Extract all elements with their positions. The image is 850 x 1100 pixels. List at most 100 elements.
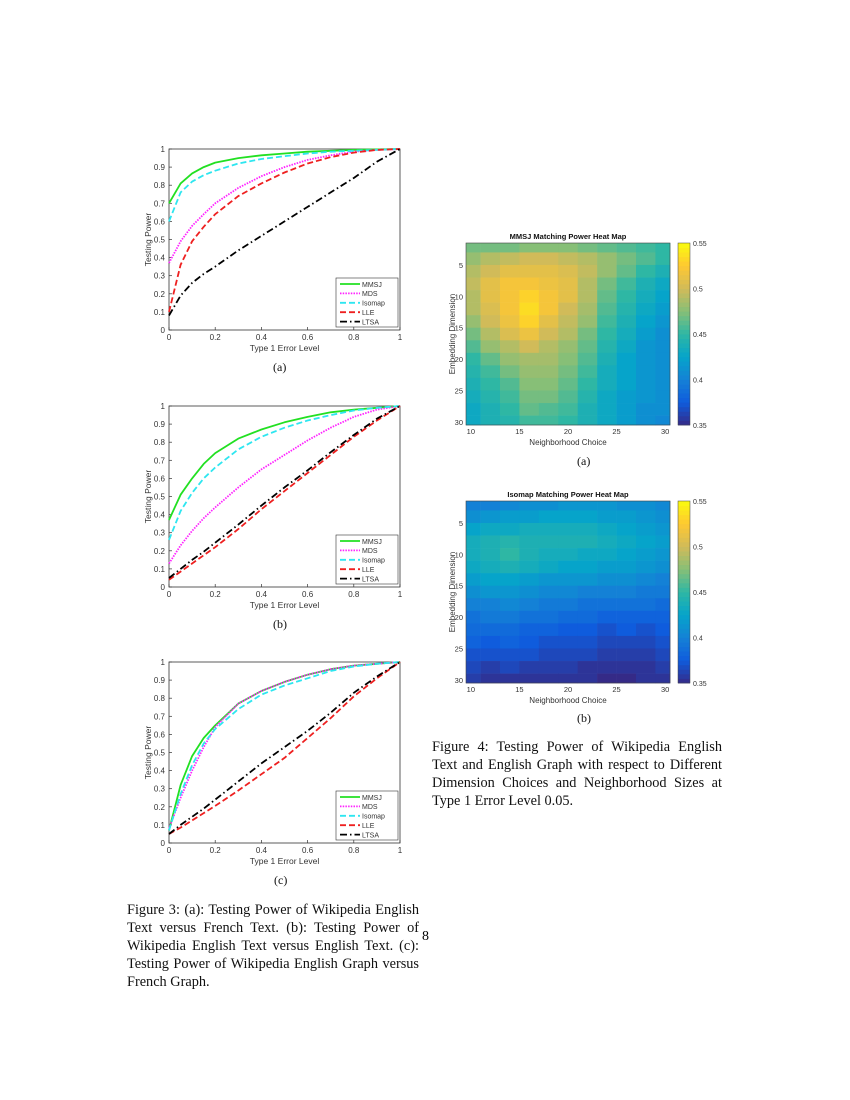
heatmap-cell <box>558 623 579 637</box>
heatmap-cell <box>519 510 540 524</box>
colorbar-segment <box>678 582 690 588</box>
series-line-isomap <box>168 148 401 222</box>
heatmap-cell <box>480 403 501 416</box>
heatmap-cell <box>480 501 501 511</box>
heatmap-cell <box>577 510 598 524</box>
heatmap-cell <box>466 264 481 278</box>
heatmap-cell <box>538 510 559 524</box>
colorbar-segment <box>678 646 690 652</box>
heatmap-cell <box>519 243 540 253</box>
x-tick-label: 15 <box>515 685 523 694</box>
heatmap-cell <box>577 340 598 354</box>
heatmap-cell <box>577 377 598 391</box>
heatmap-cell <box>597 548 617 561</box>
heatmap-cell <box>577 560 598 574</box>
heatmap-cell <box>655 573 671 587</box>
heatmap-cell <box>538 243 559 253</box>
legend: MMSJ MDS Isomap LLE LTSA <box>335 534 399 585</box>
colorbar-segment <box>678 573 690 579</box>
legend-label-mmsj: MMSJ <box>362 282 382 289</box>
heatmap-cell <box>500 673 520 684</box>
legend-label-isomap: Isomap <box>362 558 385 565</box>
heatmap-cell <box>597 573 617 587</box>
heatmap-cell <box>636 585 656 599</box>
heatmap-cell <box>655 243 671 253</box>
heatmap-cell <box>480 277 501 291</box>
y-tick-label: 0.5 <box>154 493 166 502</box>
heatmap-cell <box>480 548 501 561</box>
heatmap-cell <box>616 560 637 574</box>
heatmap-cell <box>519 390 540 404</box>
y-tick-label: 10 <box>455 550 463 559</box>
x-tick-label: 0.6 <box>302 846 314 855</box>
heatmap-cell <box>500 315 520 329</box>
heatmap-cell <box>558 243 579 253</box>
heatmap-cell <box>466 315 481 329</box>
heatmap-cell <box>636 635 656 649</box>
series-line-ltsa <box>168 405 401 579</box>
colorbar-segment <box>678 370 690 376</box>
heatmap-cell <box>500 243 520 253</box>
y-tick-label: 20 <box>455 613 463 622</box>
x-axis-label: Neighborhood Choice <box>529 438 607 447</box>
colorbar-segment <box>678 361 690 367</box>
heatmap-cell <box>597 340 617 354</box>
heatmap-cell <box>616 252 637 266</box>
heatmap-cell <box>616 661 637 674</box>
heatmap-cell <box>538 377 559 391</box>
heatmap-cell <box>466 635 481 649</box>
y-tick-label: 0 <box>161 326 166 335</box>
heatmap-cell <box>480 365 501 379</box>
heatmap-cell <box>500 403 520 416</box>
y-tick-label: 25 <box>455 644 463 653</box>
heatmap-cell <box>558 648 579 662</box>
heatmap-cell <box>597 610 617 624</box>
colorbar-segment <box>678 402 690 408</box>
legend-label-ltsa: LTSA <box>362 576 379 583</box>
colorbar-segment <box>678 393 690 399</box>
colorbar-segment <box>678 270 690 276</box>
heatmap-cell <box>616 365 637 379</box>
heatmap-cell <box>538 415 559 426</box>
heatmap-cell <box>500 635 520 649</box>
heatmap-cell <box>480 598 501 612</box>
heatmap-cell <box>466 252 481 266</box>
colorbar-segment <box>678 384 690 389</box>
heatmap-cell <box>558 548 579 561</box>
colorbar: 0.35 0.4 0.45 0.5 0.55 <box>677 241 707 430</box>
colorbar-segment <box>678 356 690 362</box>
heatmap-cell <box>500 598 520 612</box>
colorbar-segment <box>678 501 690 506</box>
heatmap-cell <box>519 365 540 379</box>
heatmap-cell <box>636 623 656 637</box>
heatmap-cell <box>616 598 637 612</box>
heatmap-cell <box>538 252 559 266</box>
heatmap-cell <box>616 390 637 404</box>
colorbar-segment <box>678 678 690 684</box>
x-tick-label: 0.8 <box>348 846 360 855</box>
series-line-mds <box>168 405 401 564</box>
heatmap-cell <box>655 315 671 329</box>
heatmap-cell <box>597 501 617 511</box>
heatmap-cell <box>500 302 520 316</box>
y-tick-label: 0 <box>161 839 166 848</box>
heatmap-cell <box>655 302 671 316</box>
heatmap-cell <box>466 243 481 253</box>
heatmap-cell <box>480 610 501 624</box>
colorbar: 0.35 0.4 0.45 0.5 0.55 <box>677 499 707 688</box>
heatmap-cell <box>480 252 501 266</box>
heatmap-cell <box>538 290 559 303</box>
heatmap-cell <box>655 623 671 637</box>
heatmap-cell <box>466 661 481 674</box>
colorbar-segment <box>678 555 690 561</box>
heatmap-cell <box>597 560 617 574</box>
heatmap-cell <box>577 635 598 649</box>
colorbar-segment <box>678 642 690 647</box>
heatmap-cell <box>655 252 671 266</box>
heatmap-cell <box>636 377 656 391</box>
heatmap-cell <box>558 390 579 404</box>
colorbar-segment <box>678 637 690 643</box>
heatmap-cell <box>466 327 481 341</box>
series-line-mds <box>168 148 401 264</box>
colorbar-segment <box>678 311 690 317</box>
